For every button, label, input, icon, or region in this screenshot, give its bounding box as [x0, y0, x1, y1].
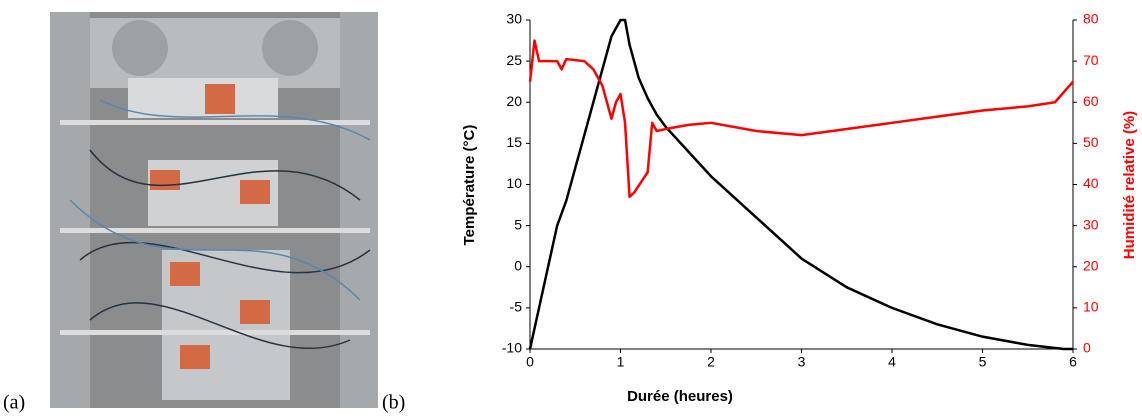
x-tick-label: 6 — [1069, 354, 1077, 370]
y-tick-label: 30 — [506, 11, 522, 27]
x-tick-label: 0 — [526, 354, 534, 370]
y-axis-label: Température (°C) — [461, 125, 478, 246]
y-tick-label: -5 — [510, 299, 523, 315]
y2-tick-label: 20 — [1083, 257, 1099, 273]
y2-tick-label: 70 — [1083, 52, 1099, 68]
y2-axis-label: Humidité relative (%) — [1121, 111, 1138, 259]
x-tick-label: 3 — [798, 354, 806, 370]
y2-tick-label: 30 — [1083, 216, 1099, 232]
y-tick-label: 15 — [506, 134, 522, 150]
x-tick-label: 2 — [707, 354, 715, 370]
y-tick-label: 0 — [514, 257, 522, 273]
y2-tick-label: 40 — [1083, 175, 1099, 191]
y-tick-label: 10 — [506, 175, 522, 191]
y2-tick-label: 80 — [1083, 11, 1099, 27]
data-line — [528, 39, 1074, 199]
y2-tick-label: 60 — [1083, 93, 1099, 109]
data-line — [528, 18, 1073, 351]
y2-tick-label: 50 — [1083, 134, 1099, 150]
x-tick-label: 5 — [979, 354, 987, 370]
y-tick-label: 20 — [506, 93, 522, 109]
x-tick-label: 1 — [617, 354, 625, 370]
panel-label: (b) — [382, 392, 405, 414]
y-tick-label: 5 — [514, 216, 522, 232]
photo — [50, 12, 378, 408]
panel-label: (a) — [3, 392, 25, 414]
y2-tick-label: 0 — [1083, 340, 1091, 356]
y-tick-label: -10 — [502, 340, 522, 356]
x-tick-label: 4 — [888, 354, 896, 370]
y-tick-label: 25 — [506, 52, 522, 68]
x-axis-label: Durée (heures) — [627, 388, 733, 405]
y2-tick-label: 10 — [1083, 299, 1099, 315]
